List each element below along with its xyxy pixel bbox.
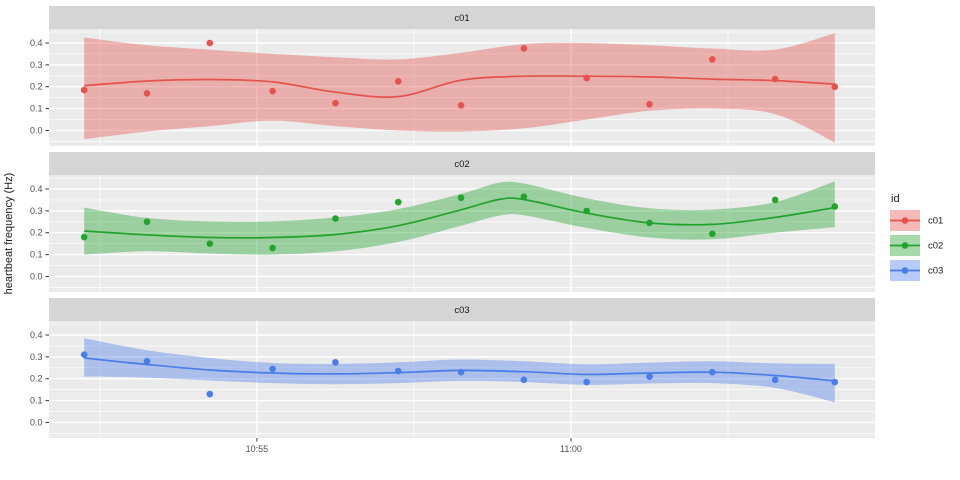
data-point-c01 <box>709 56 716 63</box>
y-axis-tick-label: 0.4 <box>30 38 43 48</box>
data-point-c01 <box>646 100 653 108</box>
data-point-c03 <box>771 376 779 384</box>
data-point-c03 <box>646 373 653 380</box>
trend-line-c01 <box>84 75 835 98</box>
x-axis-tick-label: 11:00 <box>560 444 582 454</box>
data-point-c03 <box>457 368 465 376</box>
data-point-c02 <box>583 207 590 215</box>
y-axis-tick-label: 0.2 <box>30 228 43 238</box>
y-axis-tick-label: 0.1 <box>30 250 43 260</box>
data-point-c02 <box>80 233 88 241</box>
facet-strip-label-c02: c02 <box>454 159 469 170</box>
facet-panel-c02 <box>49 175 875 292</box>
confidence-ribbon-c02 <box>84 181 835 255</box>
data-point-c01 <box>332 99 339 107</box>
data-point-c03 <box>583 378 590 386</box>
data-point-c02 <box>831 203 839 210</box>
data-point-c03 <box>143 357 151 365</box>
data-point-c02 <box>394 198 402 206</box>
data-point-c01 <box>520 45 528 52</box>
facet-content-c02 <box>49 175 875 292</box>
y-axis-title: heartbeat frequency (Hz) <box>3 173 15 295</box>
legend-label-c02: c02 <box>928 241 943 252</box>
data-point-c02 <box>709 230 716 238</box>
data-point-c02 <box>520 193 528 200</box>
legend-key-point-c01 <box>901 217 909 224</box>
data-point-c02 <box>143 218 151 226</box>
data-point-c01 <box>394 77 402 85</box>
data-point-c03 <box>831 378 839 386</box>
facet-strip-c03 <box>49 298 875 321</box>
facet-content-c03 <box>49 321 875 438</box>
facet-panel-c01 <box>49 29 875 146</box>
legend-title: id <box>891 193 900 205</box>
data-point-c02 <box>269 244 276 252</box>
data-point-c02 <box>332 215 339 222</box>
legend-key-point-c02 <box>901 242 909 249</box>
data-point-c02 <box>206 240 214 247</box>
data-point-c01 <box>143 89 151 97</box>
y-axis-tick-label: 0.3 <box>30 206 43 216</box>
data-point-c01 <box>457 102 465 109</box>
data-point-c01 <box>771 75 779 83</box>
data-point-c03 <box>520 376 528 384</box>
facet-panel-c03 <box>49 321 875 438</box>
data-point-c03 <box>80 351 88 358</box>
data-point-c01 <box>80 86 88 94</box>
facet-content-c01 <box>49 29 875 146</box>
trend-line-c02 <box>84 197 835 239</box>
legend-label-c03: c03 <box>928 266 943 277</box>
y-axis-tick-label: 0.3 <box>30 352 43 362</box>
y-axis-tick-label: 0.2 <box>30 82 43 92</box>
data-point-c01 <box>206 39 214 47</box>
y-axis-tick-label: 0.3 <box>30 60 43 70</box>
legend-key-point-c03 <box>901 267 909 274</box>
data-point-c02 <box>646 219 653 227</box>
data-point-c03 <box>709 368 716 376</box>
facet-strip-label-c03: c03 <box>454 305 469 316</box>
legend-label-c01: c01 <box>928 216 943 227</box>
data-point-c01 <box>831 83 839 91</box>
y-axis-tick-label: 0.1 <box>30 396 43 406</box>
data-point-c03 <box>394 367 402 375</box>
y-axis-tick-label: 0.1 <box>30 104 43 114</box>
data-point-c02 <box>771 196 779 204</box>
data-point-c03 <box>332 359 339 366</box>
y-axis-tick-label: 0.0 <box>30 125 43 135</box>
confidence-ribbon-c01 <box>84 33 835 143</box>
y-axis-tick-label: 0.4 <box>30 330 43 340</box>
data-point-c02 <box>457 194 465 202</box>
y-axis-tick-label: 0.4 <box>30 184 43 194</box>
y-axis-tick-label: 0.0 <box>30 417 43 427</box>
facet-strip-c02 <box>49 152 875 175</box>
data-point-c03 <box>206 390 214 398</box>
data-point-c03 <box>269 365 276 373</box>
facet-strip-c01 <box>49 6 875 29</box>
y-axis-tick-label: 0.2 <box>30 374 43 384</box>
x-axis-tick-label: 10:55 <box>246 444 269 454</box>
y-axis-tick-label: 0.0 <box>30 271 43 281</box>
facet-strip-label-c01: c01 <box>454 13 469 24</box>
data-point-c01 <box>583 74 590 82</box>
data-point-c01 <box>269 87 276 95</box>
